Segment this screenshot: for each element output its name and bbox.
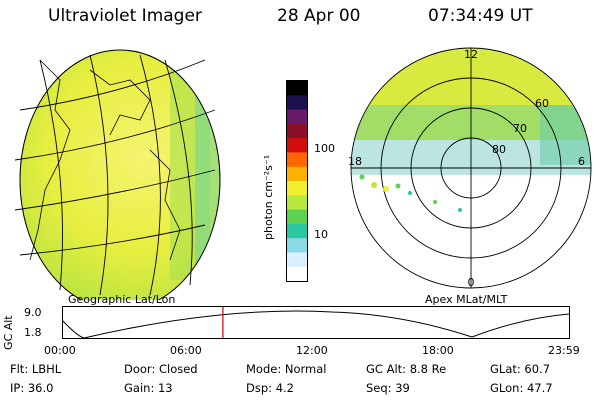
instrument-title: Ultraviolet Imager <box>48 6 202 26</box>
colorbar-band <box>287 209 307 225</box>
right-panel-caption: Apex MLat/MLT <box>425 293 508 306</box>
altitude-xtick-2359: 23:59 <box>548 344 580 357</box>
colorbar-band <box>287 181 307 196</box>
colorbar-band <box>287 123 307 139</box>
colorbar-band <box>287 195 307 211</box>
colorbar-band <box>287 238 307 253</box>
geographic-globe-image <box>14 49 221 300</box>
status-dsp: Dsp: 4.2 <box>246 381 294 395</box>
colorbar-band <box>287 81 307 96</box>
status-glon: GLon: 47.7 <box>490 381 553 395</box>
mlt-label-6: 6 <box>578 155 585 168</box>
status-mode: Mode: Normal <box>246 362 327 376</box>
altitude-xtick-0000: 00:00 <box>44 344 76 357</box>
lat-label-80: 80 <box>492 143 506 156</box>
time-label: 07:34:49 UT <box>428 6 533 26</box>
colorbar-band <box>287 223 307 239</box>
colorbar-band <box>287 266 307 282</box>
colorbar-tick-100: 100 <box>314 142 335 155</box>
status-ip: IP: 36.0 <box>10 381 54 395</box>
status-filter: Flt: LBHL <box>10 362 62 376</box>
altitude-xtick-0600: 06:00 <box>170 344 202 357</box>
polar-mlat-mlt-image: 12 18 6 0 60 70 80 <box>348 47 592 289</box>
colorbar-band <box>287 152 307 168</box>
altitude-plot <box>62 306 570 339</box>
altitude-ytick-max: 9.0 <box>24 306 42 319</box>
status-gain: Gain: 13 <box>124 381 173 395</box>
colorbar-band <box>287 109 307 125</box>
altitude-xtick-1200: 12:00 <box>296 344 328 357</box>
colorbar-gradient <box>287 81 307 282</box>
colorbar-tick-10: 10 <box>314 228 328 241</box>
colorbar-unit-label: photon cm⁻²s⁻¹ <box>262 154 275 240</box>
altitude-ytick-min: 1.8 <box>24 326 42 339</box>
lat-label-70: 70 <box>513 122 527 135</box>
mlt-label-18: 18 <box>348 155 362 168</box>
colorbar-band <box>287 252 307 268</box>
colorbar-band <box>287 138 307 153</box>
status-glat: GLat: 60.7 <box>490 362 551 376</box>
left-panel-caption: Geographic Lat/Lon <box>68 293 176 306</box>
altitude-xtick-1800: 18:00 <box>422 344 454 357</box>
colorbar-band <box>287 95 307 111</box>
colorbar-band <box>287 166 307 182</box>
status-gc-alt: GC Alt: 8.8 Re <box>366 362 447 376</box>
status-seq: Seq: 39 <box>366 381 410 395</box>
colorbar <box>286 80 308 282</box>
altitude-ylabel: GC Alt <box>2 315 15 350</box>
status-door: Door: Closed <box>124 362 198 376</box>
mlt-label-12: 12 <box>464 48 478 61</box>
mlt-label-0: 0 <box>468 276 475 289</box>
date-label: 28 Apr 00 <box>277 6 361 26</box>
lat-label-60: 60 <box>535 97 549 110</box>
